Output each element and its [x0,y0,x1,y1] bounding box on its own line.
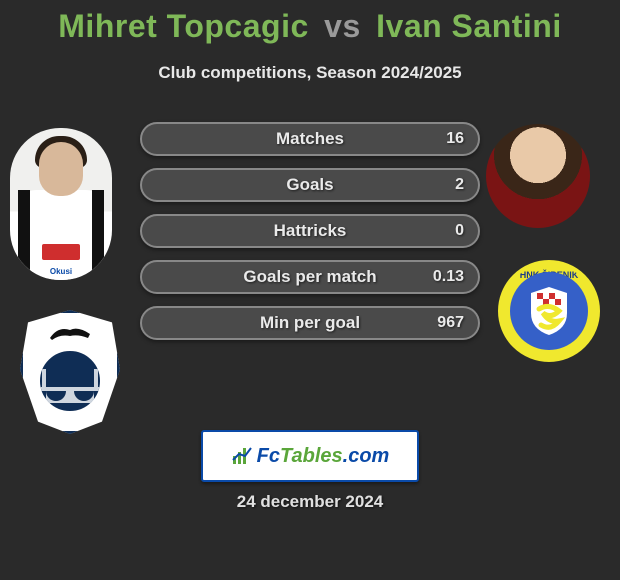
footer-tables: Tables [280,445,343,468]
player1-jersey: Okusi [18,190,104,280]
stat-value-right: 2 [455,176,464,194]
footer-com: .com [343,445,390,468]
stat-row-min-per-goal: Min per goal 967 [140,306,480,340]
club-animal-icon [31,321,109,345]
player1-club-badge [20,310,120,434]
stat-label: Goals per match [243,267,376,287]
stat-value-right: 0 [455,222,464,240]
jersey-stripe-icon [92,190,104,280]
stat-row-goals-per-match: Goals per match 0.13 [140,260,480,294]
stat-value-right: 0.13 [433,268,464,286]
stat-row-hattricks: Hattricks 0 [140,214,480,248]
bridge-icon [40,369,100,403]
snake-shield-icon [521,283,577,339]
player1-name: Mihret Topcagic [58,8,308,44]
stat-label: Hattricks [274,221,347,241]
stat-label: Min per goal [260,313,360,333]
jersey-sponsor-text: Okusi [50,267,72,276]
shield-icon [20,310,120,434]
club-circle-icon [36,347,104,415]
player1-avatar: Okusi [10,128,112,280]
stat-row-goals: Goals 2 [140,168,480,202]
vs-text: vs [324,8,361,44]
comparison-title: Mihret Topcagic vs Ivan Santini [0,0,620,45]
stat-label: Matches [276,129,344,149]
stats-container: Matches 16 Goals 2 Hattricks 0 Goals per… [140,122,480,352]
player2-name: Ivan Santini [376,8,562,44]
player1-face-icon [39,142,83,196]
stat-row-matches: Matches 16 [140,122,480,156]
club-inner-icon [510,272,588,350]
stat-value-right: 967 [437,314,464,332]
stat-label: Goals [286,175,333,195]
jersey-stripe-icon [18,190,30,280]
subtitle: Club competitions, Season 2024/2025 [0,63,620,83]
player2-club-badge: HNK ŠIBENIK [498,260,600,362]
stat-value-right: 16 [446,130,464,148]
jersey-sponsor-icon [42,244,80,260]
chart-icon [231,446,253,466]
date-text: 24 december 2024 [0,492,620,512]
footer-fc: Fc [257,445,280,468]
player2-avatar [486,124,590,228]
footer-logo[interactable]: Fc Tables .com [201,430,419,482]
